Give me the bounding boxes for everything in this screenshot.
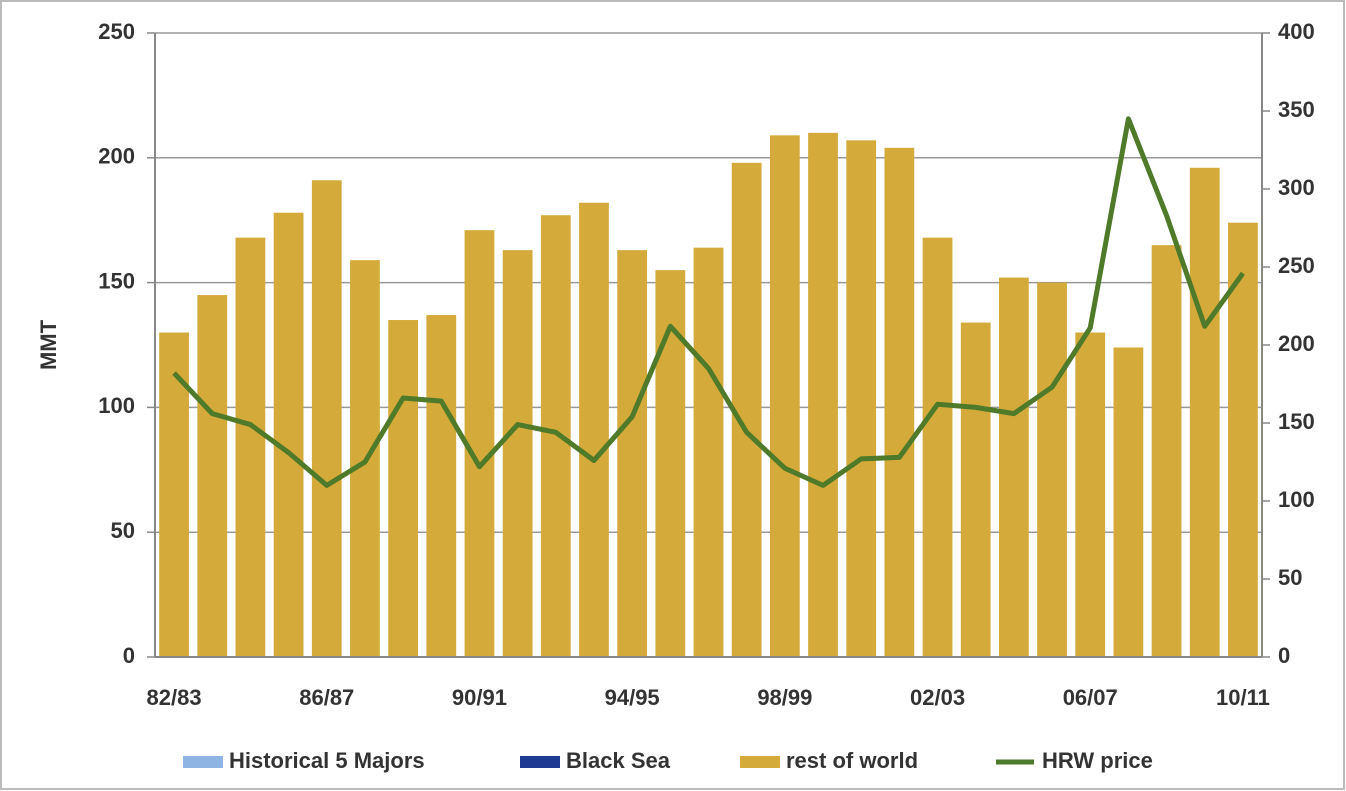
bar [197, 295, 228, 657]
legend-swatch [740, 756, 780, 768]
bar [1151, 245, 1182, 657]
y2-tick-label: 300 [1278, 175, 1315, 200]
bar [464, 230, 495, 657]
legend-label: HRW price [1042, 748, 1153, 773]
y2-tick-label: 200 [1278, 331, 1315, 356]
y-tick-label: 200 [98, 144, 135, 169]
bar [998, 277, 1029, 657]
y-axis-label: MMT [36, 319, 61, 370]
legend-swatch [183, 756, 223, 768]
bar [388, 320, 419, 657]
bar [1113, 347, 1144, 657]
bar [1228, 222, 1258, 658]
x-tick-label: 94/95 [605, 685, 660, 710]
x-tick-label: 10/11 [1216, 685, 1270, 710]
bar [922, 237, 953, 657]
bar [884, 147, 915, 658]
bar [960, 322, 991, 657]
bar [808, 132, 838, 658]
x-tick-label: 06/07 [1063, 685, 1118, 710]
legend-label: Historical 5 Majors [229, 748, 425, 773]
y2-tick-label: 100 [1278, 487, 1315, 512]
legend-swatch [520, 756, 560, 768]
bar [846, 140, 877, 657]
bar [426, 315, 457, 657]
y2-tick-label: 250 [1278, 253, 1315, 278]
bar [540, 215, 571, 657]
bar [273, 212, 304, 657]
x-tick-label: 02/03 [910, 685, 965, 710]
x-tick-label: 98/99 [757, 685, 812, 710]
bar [693, 247, 724, 657]
y-tick-label: 150 [98, 268, 135, 293]
bar [579, 202, 609, 657]
bar [1189, 167, 1220, 657]
y-tick-label: 50 [111, 518, 135, 543]
y2-tick-label: 0 [1278, 643, 1290, 668]
y2-tick-label: 400 [1278, 19, 1315, 44]
bar [769, 135, 800, 657]
bar [1037, 282, 1067, 657]
y2-tick-label: 350 [1278, 97, 1315, 122]
bar [235, 237, 266, 657]
y-tick-label: 250 [98, 19, 135, 44]
y2-tick-label: 50 [1278, 565, 1302, 590]
x-tick-label: 82/83 [147, 685, 202, 710]
bar [1075, 332, 1106, 657]
bar [502, 250, 533, 658]
bar [311, 180, 342, 657]
line [172, 116, 1245, 488]
legend-label: Black Sea [566, 748, 671, 773]
legend-label: rest of world [786, 748, 918, 773]
y2-tick-label: 150 [1278, 409, 1315, 434]
y-tick-label: 100 [98, 393, 135, 418]
y-tick-label: 0 [123, 643, 135, 668]
x-tick-label: 90/91 [452, 685, 507, 710]
bar [617, 250, 648, 658]
bar [731, 162, 762, 658]
x-tick-label: 86/87 [299, 685, 354, 710]
